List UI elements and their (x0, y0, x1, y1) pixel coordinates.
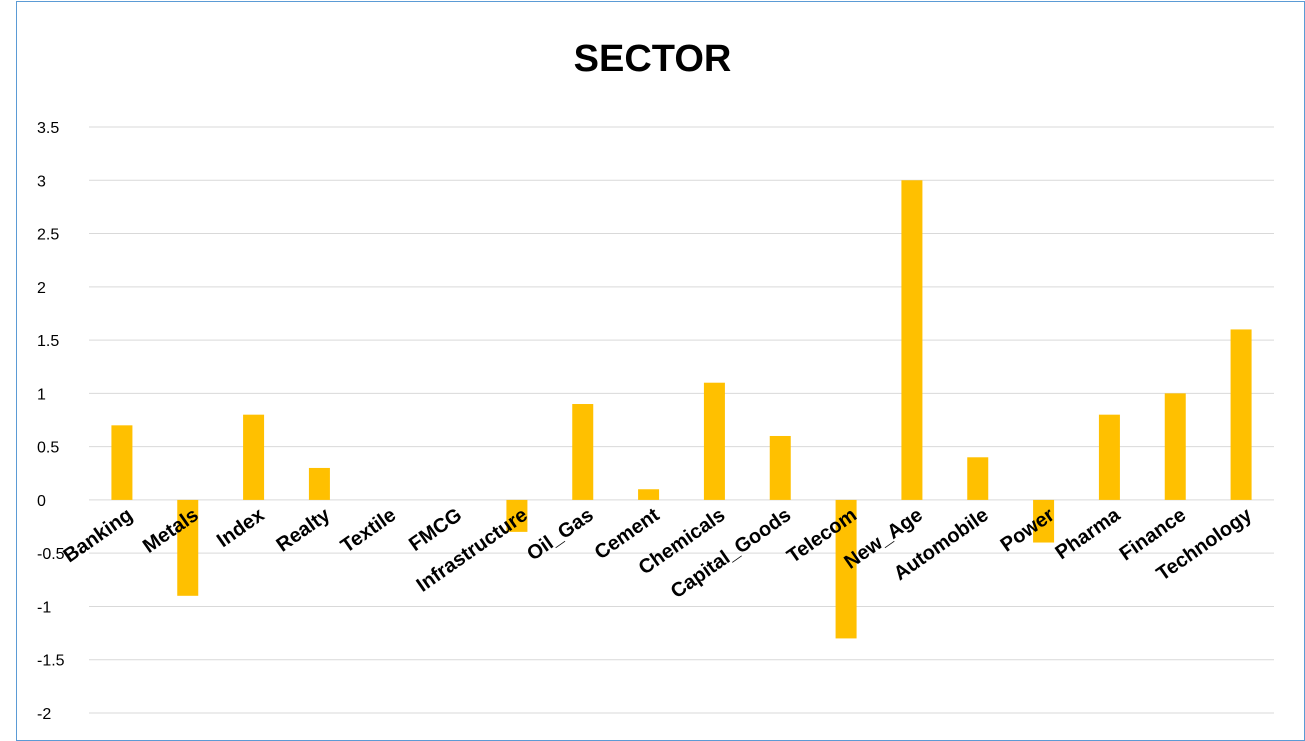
bar-index (243, 414, 265, 500)
y-tick-label: 1.5 (37, 333, 59, 350)
y-tick-label: 3.5 (37, 120, 59, 137)
x-tick-label: Index (213, 504, 268, 552)
x-tick-label: Infrastructure (413, 504, 532, 597)
bar-finance (1164, 393, 1186, 500)
y-tick-label: 2.5 (37, 227, 59, 244)
bar-oil-gas (572, 404, 594, 500)
bar-realty (308, 467, 330, 500)
y-tick-label: -1.5 (37, 653, 65, 670)
x-tick-label: Banking (60, 504, 137, 567)
y-tick-label: -2 (37, 706, 51, 723)
bar-chemicals (703, 382, 725, 500)
bar-telecom (835, 499, 857, 639)
x-tick-label: Pharma (1052, 503, 1125, 564)
bar-metals (177, 499, 199, 596)
x-tick-label: Oil_Gas (523, 504, 598, 565)
x-tick-label: Textile (337, 504, 400, 558)
bar-new-age (901, 180, 923, 500)
bar-technology (1230, 329, 1252, 500)
y-axis-ticks: 3.5 3 2.5 2 1.5 1 0.5 0 -0.5 -1 -1.5 -2 (37, 120, 65, 723)
y-tick-label: -1 (37, 599, 51, 616)
y-tick-label: 2 (37, 280, 46, 297)
bar-pharma (1098, 414, 1120, 500)
y-tick-label: 3 (37, 173, 46, 190)
y-tick-label: 1 (37, 386, 46, 403)
y-tick-label: 0.5 (37, 440, 59, 457)
bar-capital-goods (769, 435, 791, 500)
bar-banking (111, 425, 133, 500)
y-tick-label: 0 (37, 493, 46, 510)
bar-automobile (967, 457, 989, 500)
bar-power (1033, 499, 1055, 543)
chart-title: SECTOR (573, 38, 732, 80)
bar-cement (638, 489, 660, 500)
x-tick-label: Realty (272, 503, 335, 556)
bar-infrastructure (506, 499, 528, 532)
y-tick-label: -0.5 (37, 546, 65, 563)
chart-frame (16, 1, 1305, 741)
gridlines (89, 126, 1274, 714)
bars (111, 180, 1252, 639)
